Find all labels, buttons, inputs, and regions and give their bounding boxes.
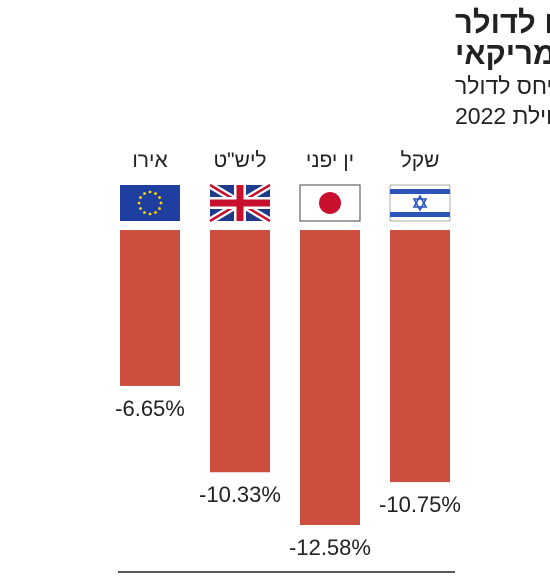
eu-star	[139, 207, 142, 210]
value-label: -6.65%	[115, 396, 185, 421]
value-label: -10.33%	[199, 482, 281, 507]
category-label: אירו	[132, 149, 167, 172]
eu-star	[137, 201, 141, 205]
value-label: -10.75%	[379, 492, 461, 517]
eu-star	[139, 196, 142, 199]
flag-uk	[208, 181, 272, 225]
chart-subtitle: מתחילת 2022	[455, 103, 550, 129]
flag-eu	[120, 185, 180, 221]
category-label: שקל	[401, 149, 440, 172]
flag-israel	[389, 184, 451, 222]
eu-star	[143, 192, 146, 195]
eu-star	[143, 211, 146, 214]
chart-subtitle: ביצועי המטבעות ביחס לדולר	[455, 73, 550, 99]
value-label: -12.58%	[289, 535, 371, 560]
category-label: ין יפני	[306, 149, 354, 172]
eu-star	[158, 207, 161, 210]
bar	[390, 230, 450, 483]
bar	[120, 230, 180, 386]
eu-star	[148, 212, 152, 216]
eu-star	[158, 196, 161, 199]
flag-japan	[299, 184, 361, 222]
eu-star	[159, 201, 163, 205]
eu-star	[148, 190, 152, 194]
category-label: ליש"ט	[213, 149, 266, 172]
eu-star	[154, 192, 157, 195]
chart-title: האמריקאי	[455, 36, 550, 71]
eu-star	[154, 211, 157, 214]
bar	[210, 230, 270, 473]
chart-title: המשקיעים ברחו לדולר	[455, 5, 550, 40]
bar	[300, 230, 360, 526]
